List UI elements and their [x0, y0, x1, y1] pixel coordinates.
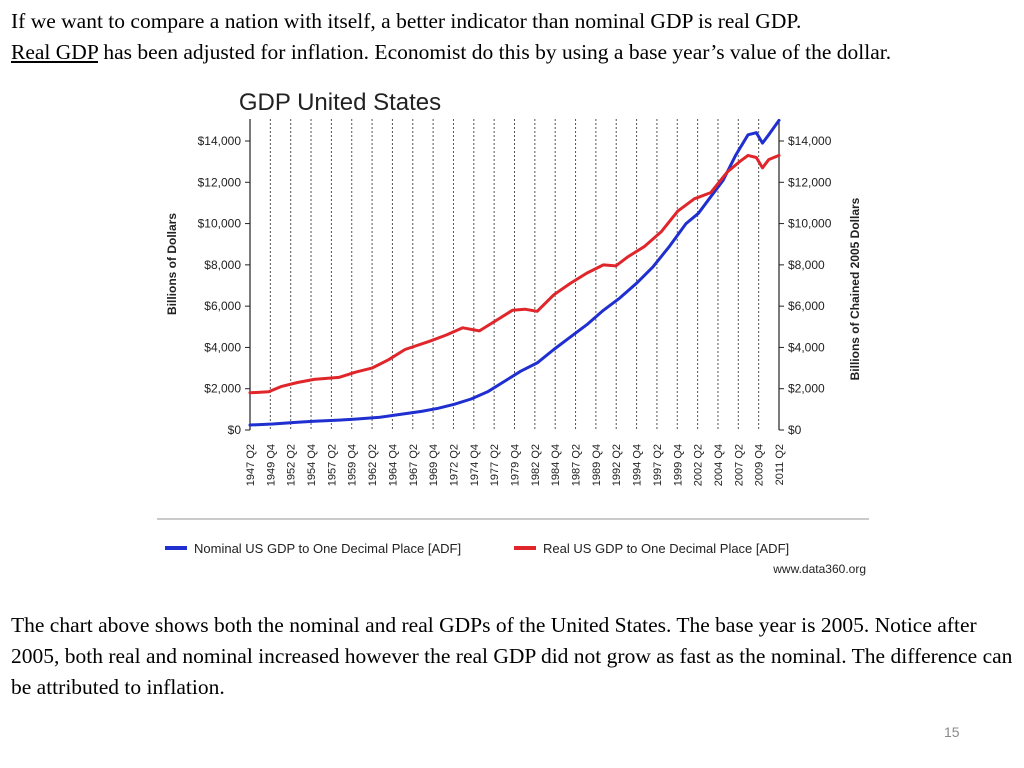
- intro-paragraph: If we want to compare a nation with itse…: [11, 6, 1011, 68]
- outro-paragraph: The chart above shows both the nominal a…: [11, 613, 1013, 699]
- x-tick-label: 1949 Q4: [265, 444, 277, 486]
- y-tick-label-right: $6,000: [788, 299, 825, 313]
- x-tick-label: 1947 Q2: [245, 444, 257, 486]
- x-tick-label: 1997 Q2: [652, 444, 664, 486]
- x-tick-label: 1982 Q2: [530, 444, 542, 486]
- legend-real-label: Real US GDP to One Decimal Place [ADF]: [543, 541, 789, 556]
- gdp-chart: 1947 Q2 1949 Q4 1952 Q2 1954 Q4 1957 Q2 1959 …: [157, 86, 869, 580]
- y-tick-label-left: $8,000: [204, 258, 241, 272]
- slide-number: 15: [944, 724, 960, 740]
- chart-series: [248, 118, 781, 427]
- x-tick-label: 1989 Q4: [591, 444, 603, 486]
- x-tick-label: 1987 Q2: [571, 444, 583, 486]
- x-tick-label: 1977 Q2: [489, 444, 501, 486]
- y-tick-label-right: $4,000: [788, 340, 825, 354]
- x-tick-label: 2009 Q4: [754, 444, 766, 486]
- x-tick-label: 1994 Q4: [632, 444, 644, 486]
- real-gdp-line: [248, 153, 781, 395]
- y-tick-label-right: $2,000: [788, 382, 825, 396]
- x-tick-label: 1972 Q2: [448, 444, 460, 486]
- x-tick-label: 2002 Q2: [693, 444, 705, 486]
- x-tick-label: 1999 Q4: [672, 444, 684, 486]
- gdp-chart-svg: 1947 Q2 1949 Q4 1952 Q2 1954 Q4 1957 Q2 1959 …: [157, 89, 869, 576]
- x-tick-label: 1962 Q2: [367, 444, 379, 486]
- right-axis-title: Billions of Chained 2005 Dollars: [848, 197, 862, 380]
- left-axis-title: Billions of Dollars: [165, 213, 179, 315]
- x-tick-label: 2007 Q2: [733, 444, 745, 486]
- x-tick-label: 1954 Q4: [306, 444, 318, 486]
- y-tick-label-left: $6,000: [204, 299, 241, 313]
- intro-term-real-gdp: Real GDP: [11, 40, 98, 64]
- nominal-gdp-line: [248, 118, 781, 427]
- y-tick-label-right: $8,000: [788, 258, 825, 272]
- x-tick-label: 1992 Q2: [611, 444, 623, 486]
- x-tick-label: 1969 Q4: [428, 444, 440, 486]
- x-tick-label: 1959 Q4: [347, 444, 359, 486]
- x-tick-label: 1974 Q4: [469, 444, 481, 486]
- chart-axes: 1947 Q2 1949 Q4 1952 Q2 1954 Q4 1957 Q2 1959 …: [198, 119, 832, 486]
- intro-sentence-1: If we want to compare a nation with itse…: [11, 9, 802, 33]
- y-tick-label-left: $0: [228, 423, 242, 437]
- y-tick-label-left: $2,000: [204, 382, 241, 396]
- y-tick-label-left: $4,000: [204, 340, 241, 354]
- y-tick-label-left: $12,000: [198, 175, 242, 189]
- y-tick-label-right: $14,000: [788, 134, 832, 148]
- y-tick-label-left: $10,000: [198, 217, 242, 231]
- y-tick-label-right: $12,000: [788, 175, 832, 189]
- y-tick-label-left: $14,000: [198, 134, 242, 148]
- chart-source: www.data360.org: [772, 562, 866, 576]
- chart-grid: [249, 119, 780, 430]
- x-tick-label: 1964 Q4: [387, 444, 399, 486]
- x-tick-label: 1984 Q4: [550, 444, 562, 486]
- y-tick-label-right: $0: [788, 423, 802, 437]
- x-tick-label: 2004 Q4: [713, 444, 725, 486]
- intro-sentence-2: has been adjusted for inflation. Economi…: [98, 40, 892, 64]
- y-tick-label-right: $10,000: [788, 217, 832, 231]
- x-tick-label: 1967 Q2: [408, 444, 420, 486]
- x-tick-label: 2011 Q2: [774, 444, 786, 485]
- x-tick-label: 1979 Q4: [510, 444, 522, 486]
- legend-nominal-label: Nominal US GDP to One Decimal Place [ADF…: [194, 541, 461, 556]
- x-tick-label: 1952 Q2: [286, 444, 298, 486]
- x-tick-label: 1957 Q2: [326, 444, 338, 486]
- chart-title: GDP United States: [239, 89, 441, 116]
